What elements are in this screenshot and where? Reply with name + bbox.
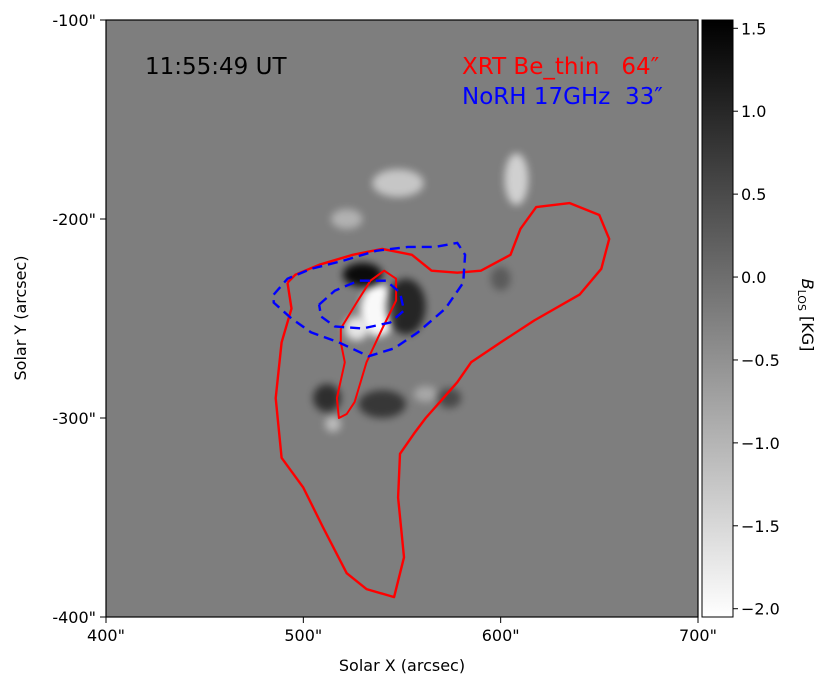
negative-polarity-patch bbox=[437, 388, 462, 409]
colorbar-label-sub: LOS bbox=[795, 290, 808, 311]
y-tick-label: -100" bbox=[52, 11, 96, 30]
x-axis: 400" 500" 600" 700" bbox=[87, 617, 717, 645]
x-axis-label: Solar X (arcsec) bbox=[339, 656, 465, 675]
norh-contour-outer bbox=[272, 241, 467, 358]
colorbar-label-main: B bbox=[798, 279, 817, 290]
colorbar-tick-label: −1.5 bbox=[741, 517, 780, 536]
plot-area bbox=[105, 19, 699, 618]
positive-polarity-patch bbox=[325, 416, 341, 432]
contour-layer bbox=[272, 201, 611, 599]
positive-polarity-patch bbox=[413, 386, 438, 403]
colorbar-tick-label: −1.0 bbox=[741, 434, 780, 453]
xrt-contour-inner bbox=[335, 269, 398, 419]
colorbar-label: BLOS [KG] bbox=[795, 279, 817, 352]
negative-polarity-patch bbox=[313, 384, 341, 413]
colorbar-tick-label: 0.0 bbox=[741, 268, 766, 287]
x-tick-label: 700" bbox=[679, 626, 717, 645]
negative-polarity-patch bbox=[490, 266, 511, 291]
colorbar-ticks: 1.5 1.0 0.5 0.0 −0.5 −1.0 −1.5 −2.0 bbox=[733, 19, 780, 619]
x-tick-label: 600" bbox=[482, 626, 520, 645]
y-axis-label: Solar Y (arcsec) bbox=[11, 255, 30, 380]
y-tick-label: -400" bbox=[52, 608, 96, 627]
legend-norh: NoRH 17GHz 33″ bbox=[462, 84, 663, 110]
colorbar-tick-label: 1.5 bbox=[741, 19, 766, 38]
positive-polarity-patch bbox=[504, 153, 529, 206]
x-tick-label: 500" bbox=[284, 626, 322, 645]
colorbar-tick-label: −0.5 bbox=[741, 351, 780, 370]
y-tick-label: -300" bbox=[52, 409, 96, 428]
colorbar-tick-label: −2.0 bbox=[741, 600, 780, 619]
plot-frame bbox=[105, 19, 699, 618]
y-tick-label: -200" bbox=[52, 210, 96, 229]
colorbar-label-unit: [KG] bbox=[798, 311, 817, 351]
xrt-contour-outer bbox=[274, 201, 611, 599]
norh-contour-inner bbox=[317, 279, 406, 330]
legend-xrt: XRT Be_thin 64″ bbox=[462, 54, 660, 80]
timestamp-label: 11:55:49 UT bbox=[145, 54, 287, 80]
negative-polarity-patch bbox=[342, 262, 383, 287]
x-tick-label: 400" bbox=[87, 626, 125, 645]
y-axis: -100" -200" -300" -400" bbox=[52, 11, 106, 627]
colorbar-tick-label: 0.5 bbox=[741, 185, 766, 204]
colorbar: 1.5 1.0 0.5 0.0 −0.5 −1.0 −1.5 −2.0 BLOS [KG] bbox=[701, 19, 817, 619]
positive-polarity-patch bbox=[330, 209, 363, 229]
negative-polarity-patch bbox=[358, 390, 406, 418]
positive-polarity-patch bbox=[372, 169, 424, 198]
colorbar-gradient bbox=[701, 19, 734, 618]
colorbar-tick-label: 1.0 bbox=[741, 102, 766, 121]
